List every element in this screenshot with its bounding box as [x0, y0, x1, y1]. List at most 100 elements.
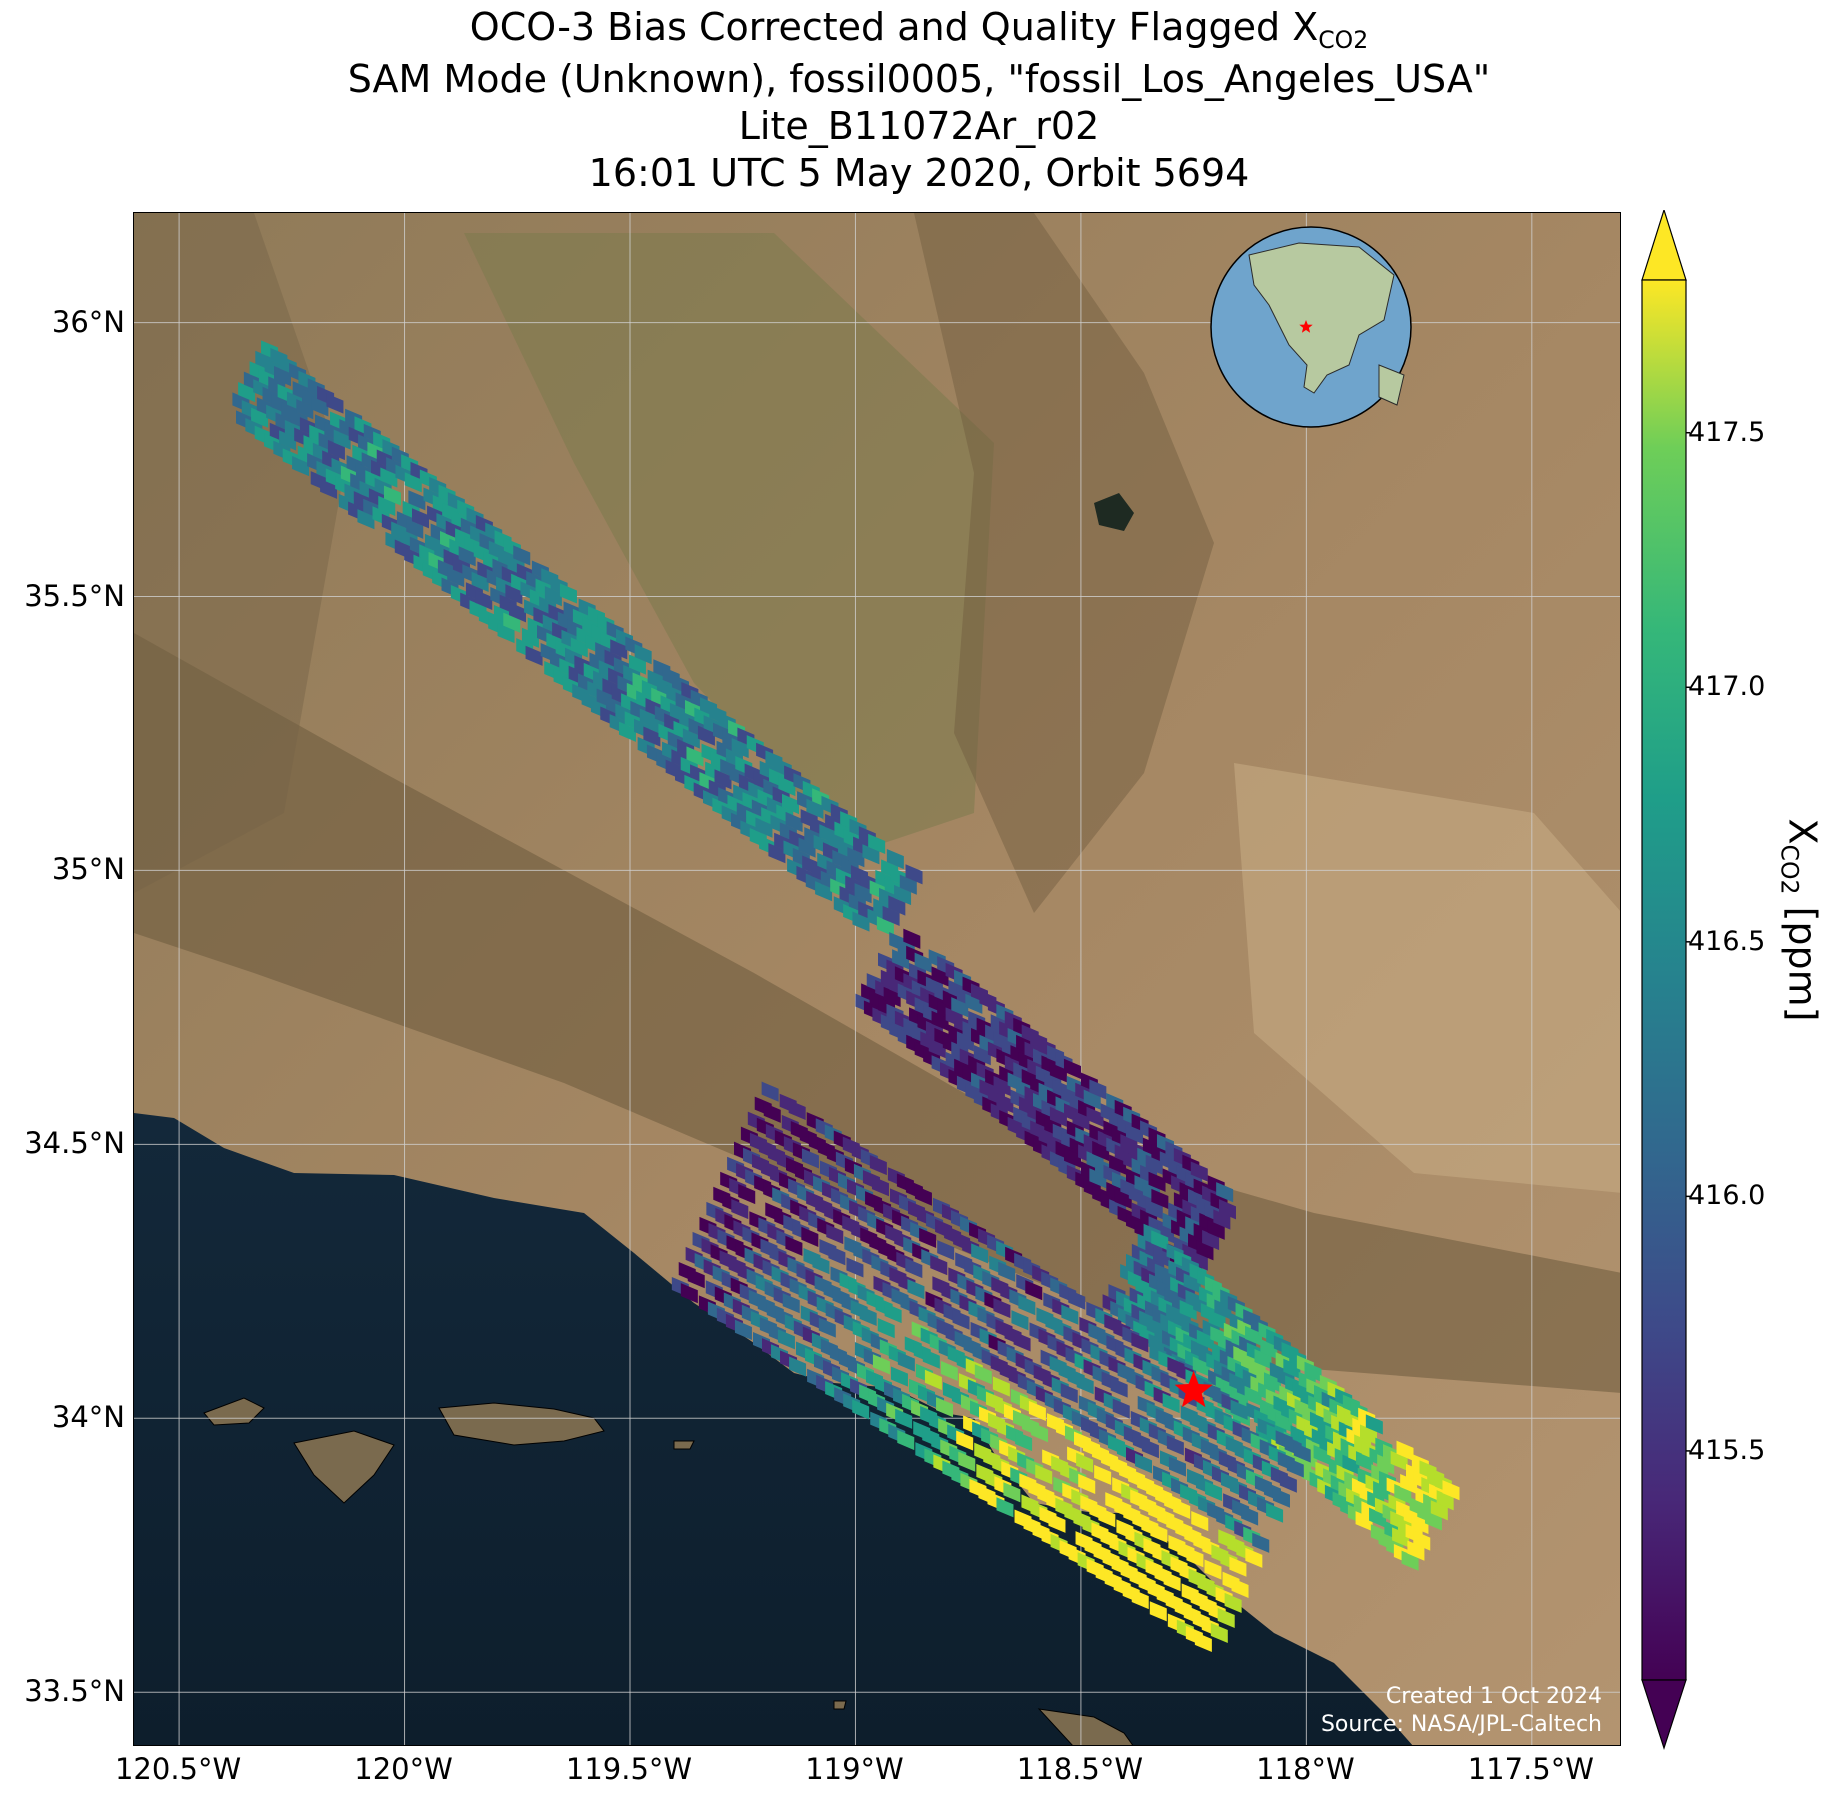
map-title-line-2: SAM Mode (Unknown), fossil0005, "fossil_…	[347, 57, 1491, 101]
sounding-footprint	[1279, 1472, 1297, 1493]
sounding-footprint	[1089, 1079, 1107, 1100]
sounding-footprint	[618, 721, 636, 742]
sounding-footprint	[1112, 1398, 1130, 1419]
sounding-footprint	[1430, 1500, 1448, 1521]
sounding-footprint	[521, 627, 539, 648]
sounding-footprint	[951, 997, 969, 1018]
sounding-footprint	[1179, 1299, 1197, 1321]
sounding-footprint	[503, 612, 521, 633]
sounding-footprint	[859, 1305, 877, 1326]
sounding-footprint	[862, 844, 880, 865]
inset-globe	[1210, 226, 1412, 428]
sounding-footprint	[1060, 1383, 1078, 1404]
sounding-footprint	[931, 966, 949, 987]
sounding-footprint	[680, 1283, 698, 1304]
sounding-footprint	[1313, 1445, 1331, 1466]
sounding-footprint	[1190, 1161, 1208, 1182]
central-valley	[464, 233, 994, 853]
sounding-footprint	[801, 1148, 819, 1169]
sounding-footprint	[852, 1399, 870, 1420]
sounding-footprint	[924, 1369, 942, 1390]
sounding-footprint	[905, 1257, 923, 1279]
sounding-footprint	[1304, 1361, 1322, 1382]
sounding-footprint	[846, 1257, 864, 1278]
sounding-footprint	[404, 472, 422, 493]
sounding-footprint	[931, 1010, 949, 1031]
sounding-footprint	[937, 1240, 955, 1261]
sounding-footprint	[826, 1224, 844, 1245]
island-anacapa	[673, 1440, 695, 1450]
sounding-footprint	[940, 1360, 958, 1382]
sounding-footprint	[628, 654, 646, 675]
lake	[1094, 493, 1134, 531]
sounding-footprint	[936, 1397, 954, 1418]
sounding-footprint	[965, 993, 983, 1014]
sounding-footprint	[1229, 1556, 1247, 1577]
colorbar-tick-label: 416.0	[1688, 1180, 1766, 1212]
sounding-footprint	[1424, 1510, 1442, 1531]
sounding-footprint	[714, 769, 732, 790]
sounding-footprint	[1396, 1440, 1414, 1461]
sounding-footprint	[761, 1081, 779, 1102]
sounding-footprint	[1049, 1106, 1067, 1127]
sounding-footprint	[1131, 1588, 1149, 1610]
sounding-footprint	[886, 849, 904, 870]
map-title-line-3: Lite_B11072Ar_r02	[738, 104, 1100, 148]
sounding-footprint	[869, 1154, 887, 1176]
sounding-footprint	[634, 644, 652, 665]
longitude-tick-label: 120.5°W	[114, 1752, 242, 1786]
sounding-footprint	[1125, 1123, 1143, 1144]
sounding-footprint	[1286, 1457, 1304, 1478]
sounding-footprint	[1072, 1110, 1090, 1131]
sounding-footprint	[1342, 1454, 1360, 1475]
sounding-footprint	[868, 833, 886, 854]
sounding-footprint	[311, 396, 329, 417]
island-santa-rosa	[293, 1430, 395, 1504]
sounding-footprint	[1202, 1229, 1220, 1251]
sounding-footprint	[914, 952, 932, 973]
sounding-footprint	[1275, 1412, 1293, 1433]
sounding-footprint	[1048, 1512, 1066, 1533]
sounding-footprint	[993, 1297, 1011, 1319]
sounding-footprint	[458, 546, 476, 567]
map-title-line-1: OCO-3 Bias Corrected and Quality Flagged…	[0, 4, 1838, 63]
sounding-footprint	[1411, 1513, 1429, 1534]
credit-source: Source: NASA/JPL-Caltech	[1320, 1712, 1602, 1737]
sounding-footprint	[570, 637, 588, 658]
sounding-footprint	[380, 467, 398, 488]
sounding-footprint	[1260, 1338, 1278, 1360]
map-title-line-4: 16:01 UTC 5 May 2020, Orbit 5694	[588, 151, 1250, 195]
sounding-footprint	[1025, 1280, 1043, 1301]
sounding-footprint	[1204, 1559, 1222, 1580]
longitude-tick-label: 117.5°W	[1467, 1752, 1594, 1786]
sounding-footprint	[475, 589, 493, 610]
sounding-footprint	[952, 1309, 970, 1330]
sounding-footprint	[1214, 1299, 1232, 1320]
sounding-footprint	[883, 986, 901, 1007]
sounding-footprint	[1392, 1527, 1410, 1548]
sounding-footprint	[958, 1451, 976, 1472]
sounding-footprint	[1207, 1219, 1225, 1240]
colorbar-tick-label: 417.5	[1688, 416, 1766, 448]
sounding-footprint	[697, 725, 715, 746]
island-santa-barbara	[833, 1700, 847, 1710]
sounding-footprint	[928, 1038, 946, 1059]
sounding-footprint	[1442, 1480, 1460, 1501]
sounding-footprint	[1031, 1422, 1049, 1443]
sounding-footprint	[998, 1261, 1016, 1282]
sounding-footprint	[447, 567, 465, 588]
sounding-footprint	[763, 1102, 781, 1123]
sounding-footprint	[785, 1235, 803, 1256]
sounding-footprint	[781, 793, 799, 815]
sounding-footprint	[1068, 1289, 1086, 1310]
sounding-footprint	[1003, 1482, 1021, 1503]
pacific-ocean	[134, 1113, 1413, 1745]
sounding-footprint	[1109, 1154, 1127, 1175]
sounding-footprint	[1266, 1502, 1284, 1523]
sounding-footprint	[1098, 1507, 1116, 1528]
sounding-footprint	[1145, 1199, 1163, 1220]
sounding-footprint	[788, 1099, 806, 1121]
sounding-footprint	[1035, 1464, 1053, 1485]
colorbar-tick-label: 415.5	[1688, 1434, 1766, 1466]
sounding-footprint	[1390, 1450, 1408, 1471]
